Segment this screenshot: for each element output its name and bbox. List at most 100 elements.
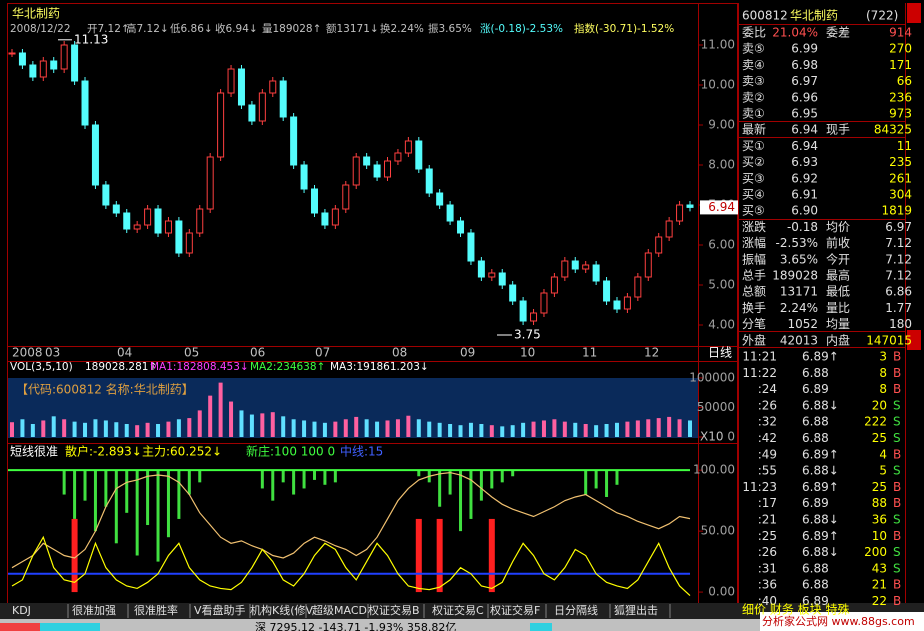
green-bar [448,470,452,495]
tick-price: 6.88 [802,415,829,429]
candle [342,184,350,210]
tab[interactable]: 权证交易B [368,603,420,617]
volume-bar [635,420,640,437]
y-tick-label: 6.00 [708,238,735,252]
candle [540,292,548,314]
tick-side: B [893,496,901,510]
tick-time: :17 [758,496,777,510]
candle [185,232,193,254]
tab[interactable]: 很准加强 [72,603,116,617]
tab[interactable]: 权证交易C [432,603,484,617]
volume-bar [437,422,442,437]
quote-label: 卖② [742,90,765,104]
low-label: 3.75 [514,328,541,342]
quote-value: 66 [897,74,912,88]
tab[interactable]: 权证交易F [490,603,540,617]
candle [436,192,444,206]
candle [582,264,590,270]
green-bar [73,470,77,519]
green-bar [438,470,442,507]
site-label: 分析家公式网 www.88gs.com [762,614,915,628]
volume-bar [229,401,234,437]
quote-label: 买① [742,139,765,153]
green-bar [615,470,619,485]
quote-value: 11 [897,139,912,153]
tick-time: :36 [758,578,777,592]
date-label: 12 [644,346,659,360]
volume-bar [93,419,98,437]
tab[interactable]: 狐狸出击 [614,603,658,617]
volume-bar [458,425,463,437]
y-tick-label: 4.00 [708,318,735,332]
frames [7,3,906,604]
candle [498,272,506,286]
volume-bar [448,424,453,437]
candle [352,156,360,186]
candle [112,204,120,214]
candle [206,156,214,210]
scroll-button[interactable] [907,3,921,23]
tick-volume: 222 [864,415,887,429]
tab[interactable]: V看盘助手 [194,603,246,617]
tick-volume: 8 [879,366,887,380]
quote-value: 7.12 [885,269,912,283]
tab[interactable]: KDJ [12,604,31,617]
volume-bar [489,425,494,437]
quote-value: 6.94 [791,139,818,153]
candle [18,52,26,66]
green-bar [146,470,150,526]
volume-bar [594,425,599,437]
candle [331,208,339,226]
candle [50,60,58,70]
y-tick-label: 5.00 [708,278,735,292]
volume-bar [395,419,400,437]
candle [29,64,37,78]
info-item: 振3.65% [428,22,472,35]
tick-volume: 21 [872,578,887,592]
volume-bar [187,418,192,437]
tab[interactable]: 超级MACD [312,603,367,617]
status-block [0,623,40,631]
green-bar [114,470,118,544]
quote-value: -2.53% [776,236,818,250]
scroll-button[interactable] [907,330,921,350]
tick-volume: 5 [879,464,887,478]
quote-label: 前收 [826,235,850,250]
status-block [40,623,100,631]
tab[interactable]: 机构K线(修V [250,603,314,617]
volume-title: MA1:182808.453↓ [150,361,249,373]
quote-value: 6.95 [791,107,818,121]
candle [425,168,433,194]
quote-value: -0.18 [787,220,818,234]
volume-bar [614,422,619,437]
tab[interactable]: 日分隔线 [554,603,598,617]
quote-label: 换手 [742,301,766,315]
tick-price: 6.89↑ [802,529,839,543]
quote-header: 600812 [742,9,788,23]
green-bar [333,470,337,483]
candle [623,296,631,310]
volume-title: VOL(3,5,10) [10,361,73,373]
candle [446,204,454,222]
quote-value: 180 [889,317,912,331]
volume-bar [667,416,672,437]
candle [519,300,527,322]
quote-value: 1819 [881,204,912,218]
candle [686,204,694,208]
green-bar [417,470,421,477]
volume-bar [552,419,557,437]
quote-value: 973 [889,107,912,121]
quote-value: 6.98 [791,58,818,72]
volume-title: MA2:234638↑ [250,361,325,373]
quote-value: 1.77 [885,301,912,315]
volume-bar [364,419,369,437]
tick-time: 11:22 [742,366,777,380]
tick-volume: 25 [872,480,887,494]
tick-side: B [893,529,901,543]
tab[interactable]: 很准胜率 [134,603,178,617]
volume-bar [62,419,67,437]
red-bar [415,518,422,593]
tick-side: B [893,350,901,364]
quote-label: 卖④ [742,58,765,72]
candle [676,204,684,222]
